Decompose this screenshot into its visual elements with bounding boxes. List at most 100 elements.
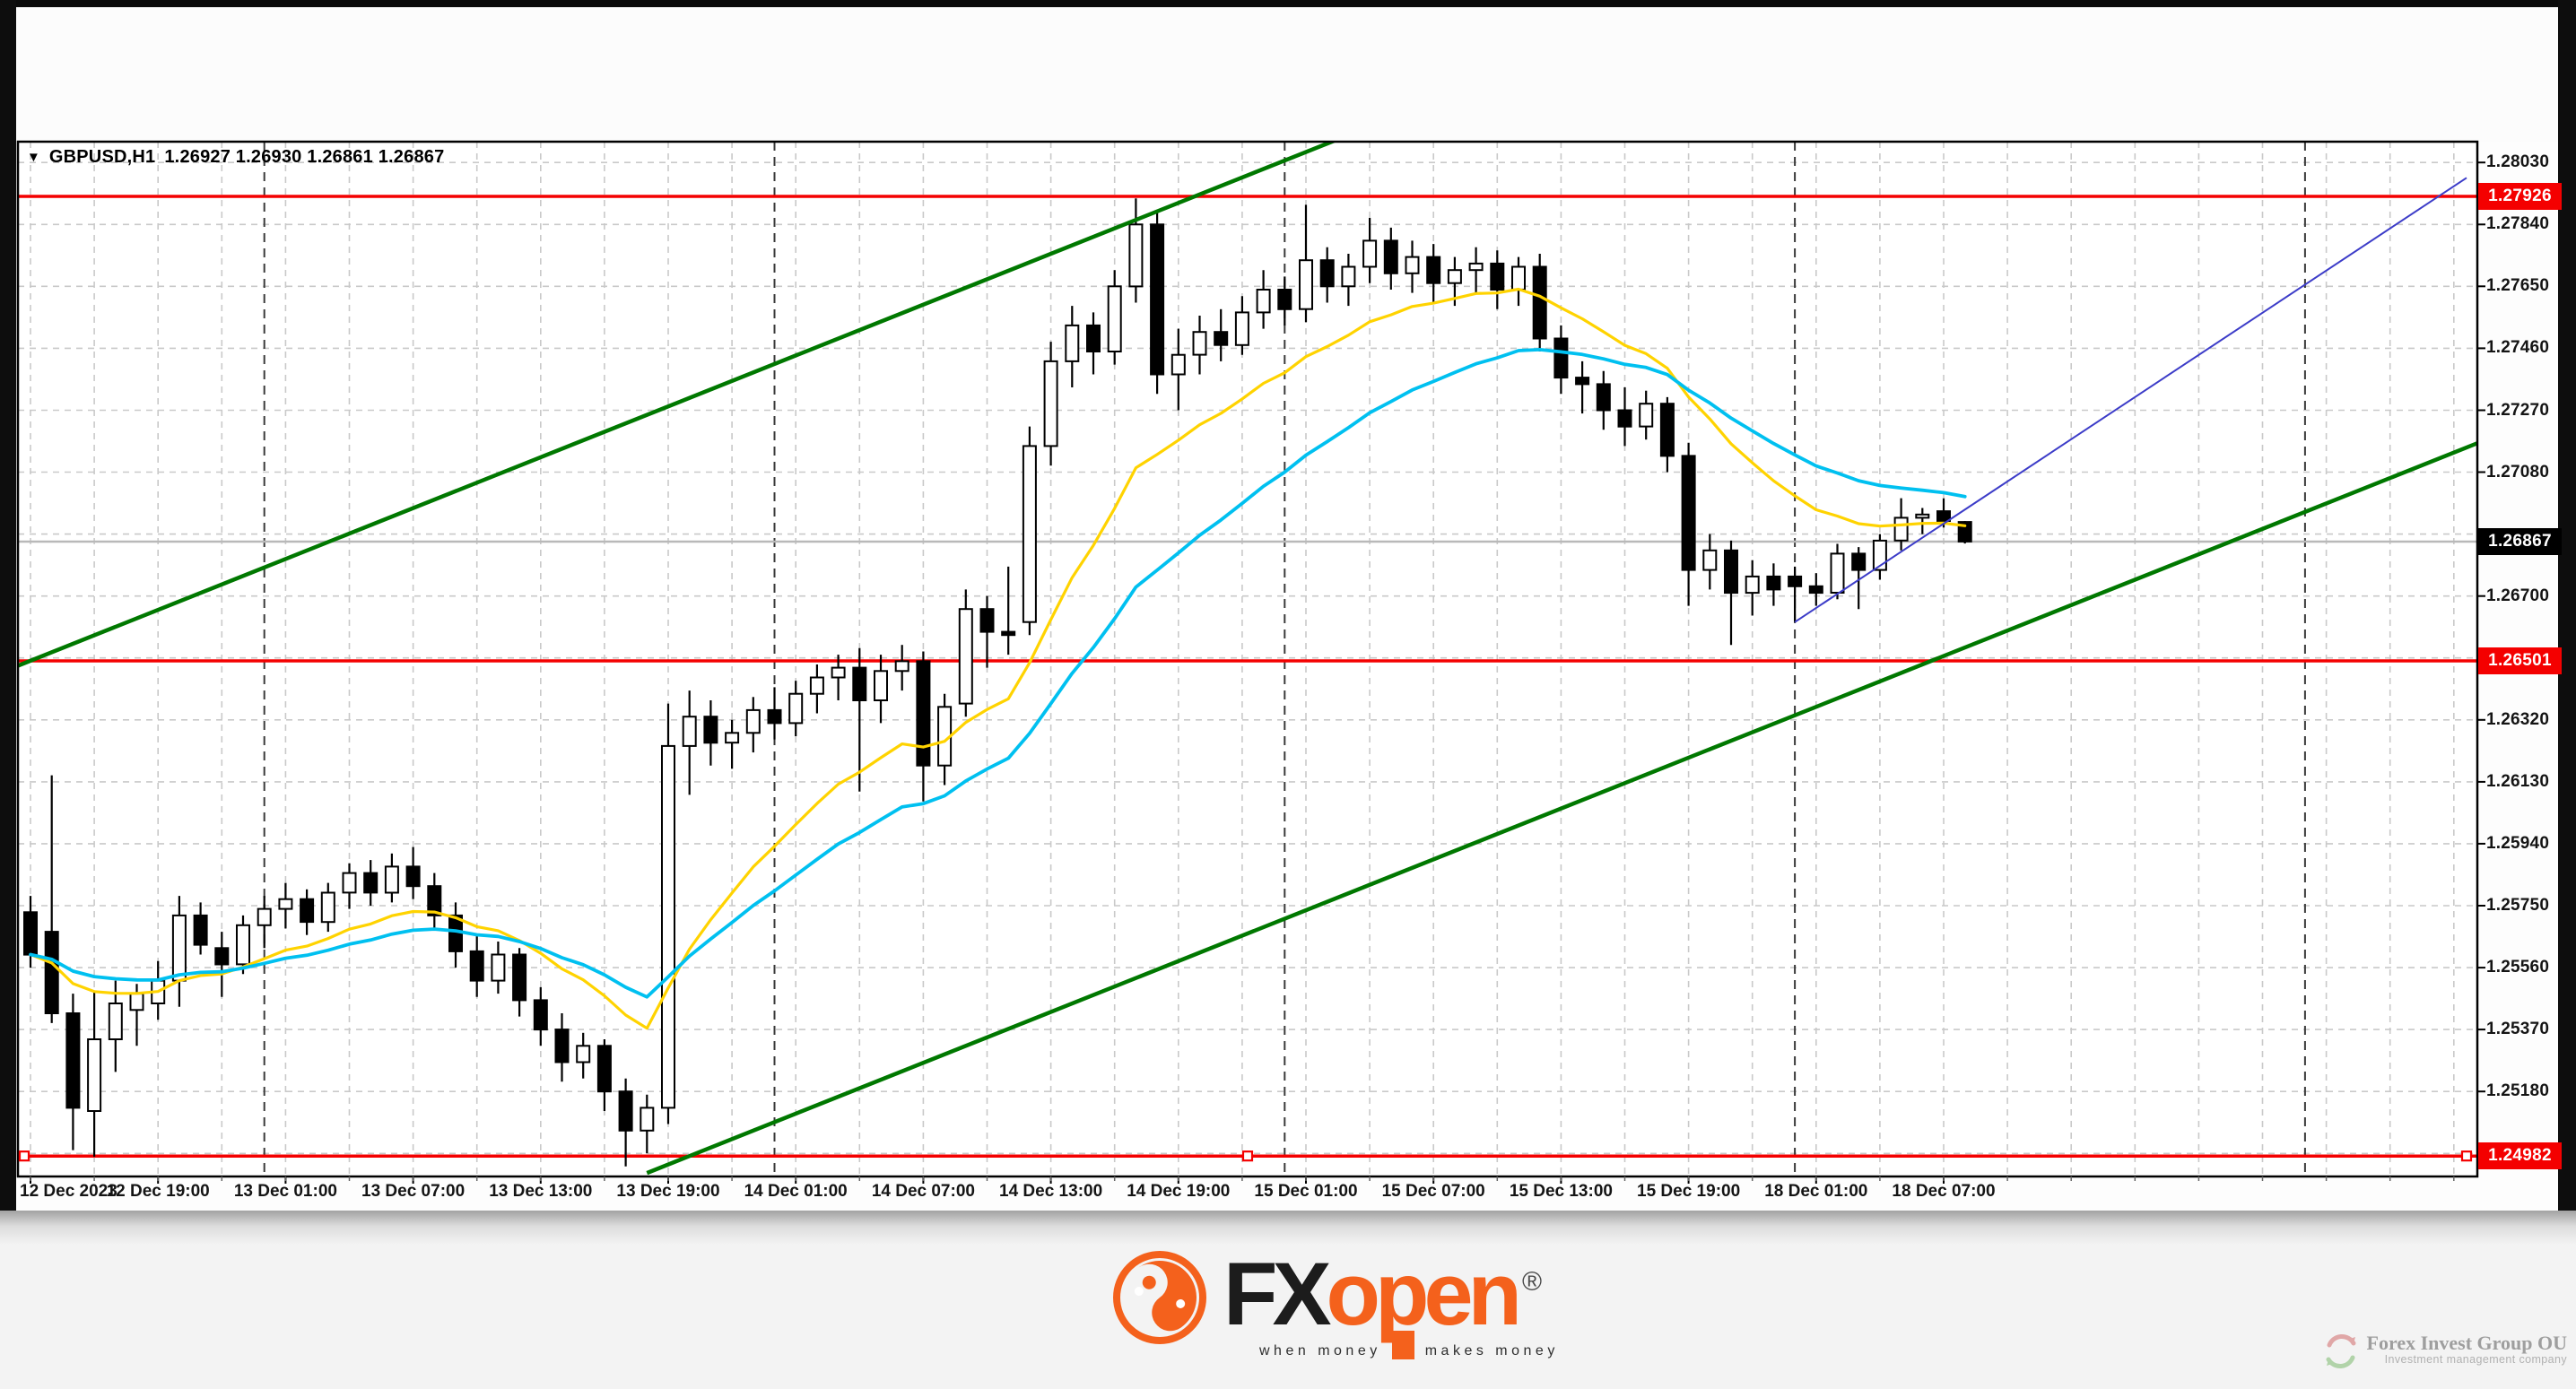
time-axis-label: 15 Dec 19:00 [1637, 1182, 1741, 1201]
candle-down [1957, 521, 1972, 543]
candle-down [533, 999, 548, 1031]
candle-up [1639, 403, 1654, 428]
fxopen-wordmark: FXopen ® when money makes money [1223, 1249, 1554, 1359]
ohlc-values: 1.26927 1.26930 1.26861 1.26867 [164, 147, 445, 167]
candle-up [1893, 517, 1909, 542]
candle-up [1830, 552, 1845, 595]
candle-down [363, 872, 379, 894]
candle-up [1872, 539, 1887, 571]
price-axis-label: 1.25560 [2486, 958, 2550, 977]
candle-down [1553, 337, 1569, 379]
candle-down [554, 1029, 570, 1063]
page-right-edge [2558, 0, 2576, 1212]
time-axis-label: 13 Dec 13:00 [489, 1182, 593, 1201]
candle-up [171, 914, 187, 982]
candle-up [129, 993, 144, 1011]
tagline-left: when money [1259, 1343, 1381, 1359]
price-axis-label: 1.28030 [2486, 152, 2550, 172]
candle-up [874, 670, 888, 701]
time-axis-label: 13 Dec 01:00 [233, 1182, 337, 1201]
candle-up [894, 660, 909, 673]
candle-up [278, 898, 293, 910]
candle-down [852, 666, 867, 701]
fxopen-tagline: when money makes money [1259, 1331, 1559, 1366]
candle-up [661, 744, 675, 1109]
tagline-orange-square [1391, 1331, 1414, 1359]
candle-up [257, 907, 272, 926]
candle-up [1468, 262, 1484, 272]
candle-up [809, 676, 824, 695]
candle-up [1022, 445, 1037, 623]
time-axis-label: 14 Dec 01:00 [744, 1182, 848, 1201]
candle-up [958, 608, 973, 705]
candle-down [1426, 256, 1441, 284]
candle-down [618, 1090, 633, 1132]
candle-down [300, 898, 315, 924]
candle-up [1128, 223, 1144, 288]
time-axis-label: 13 Dec 19:00 [616, 1182, 720, 1201]
candle-down [979, 608, 995, 633]
candle-down [469, 950, 484, 982]
candle-down [1001, 630, 1016, 637]
candle-down [1808, 585, 1823, 595]
channel-upper [18, 142, 1338, 668]
price-axis-label: 1.25370 [2486, 1020, 2550, 1039]
candle-down [65, 1012, 81, 1109]
candle-down [1490, 262, 1505, 291]
candle-up [831, 666, 846, 679]
line-drag-handle[interactable] [1241, 1150, 1254, 1162]
candle-up [1256, 289, 1271, 314]
time-axis-label: 12 Dec 2023 [20, 1182, 117, 1201]
price-axis-label: 1.27840 [2486, 214, 2550, 234]
price-axis-background [2477, 142, 2558, 1209]
candle-down [596, 1045, 612, 1093]
line-drag-handle[interactable] [2460, 1150, 2473, 1162]
price-badge-1.26501[interactable]: 1.26501 [2478, 647, 2562, 674]
line-drag-handle[interactable] [18, 1150, 30, 1162]
ohlc-dropdown-icon[interactable]: ▼ [27, 150, 40, 165]
candle-down [1150, 223, 1165, 376]
candle-up [1107, 285, 1122, 352]
candle-down [1575, 377, 1590, 386]
candle-down [916, 660, 931, 767]
candle-down [1936, 510, 1951, 522]
candle-down [1383, 239, 1398, 274]
price-axis-label: 1.25750 [2486, 896, 2550, 915]
price-badge-1.27926[interactable]: 1.27926 [2478, 183, 2562, 210]
candle-up [151, 979, 166, 1004]
blue-trendline [1794, 177, 2467, 623]
candle-up [1341, 265, 1356, 288]
time-axis-label: 14 Dec 07:00 [871, 1182, 975, 1201]
price-axis-label: 1.25180 [2486, 1081, 2550, 1101]
time-axis-label: 15 Dec 13:00 [1509, 1182, 1613, 1201]
plot-border [16, 140, 2479, 1178]
candle-up [491, 953, 506, 982]
candle-down [1086, 324, 1101, 352]
candle-down [1277, 289, 1292, 310]
symbol-timeframe-label: GBPUSD,H1 [48, 147, 156, 167]
candle-up [236, 924, 250, 966]
price-axis-label: 1.26320 [2486, 709, 2550, 729]
chart-bottom-shadow [0, 1211, 2576, 1245]
candle-up [1405, 256, 1420, 274]
candle-up [576, 1045, 591, 1063]
candle-up [384, 865, 399, 894]
candle-up [1447, 269, 1462, 284]
page-top-edge [0, 0, 2576, 7]
candle-up [937, 706, 953, 767]
price-badge-1.24982[interactable]: 1.24982 [2478, 1142, 2562, 1170]
candle-down [1596, 383, 1611, 412]
time-axis-label: 18 Dec 01:00 [1764, 1182, 1868, 1201]
candle-up [342, 872, 357, 894]
watermark-company-subtitle: Investment management company [2384, 1353, 2567, 1367]
candle-up [1043, 360, 1058, 447]
candle-up [1234, 311, 1249, 346]
tagline-right: makes money [1424, 1343, 1559, 1359]
time-axis-label: 15 Dec 07:00 [1381, 1182, 1485, 1201]
candle-up [320, 891, 335, 924]
candle-down [1532, 265, 1547, 340]
price-axis-label: 1.27460 [2486, 338, 2550, 358]
candle-down [427, 885, 442, 916]
candle-up [108, 1003, 123, 1040]
watermark-circle-icon [2326, 1333, 2356, 1369]
